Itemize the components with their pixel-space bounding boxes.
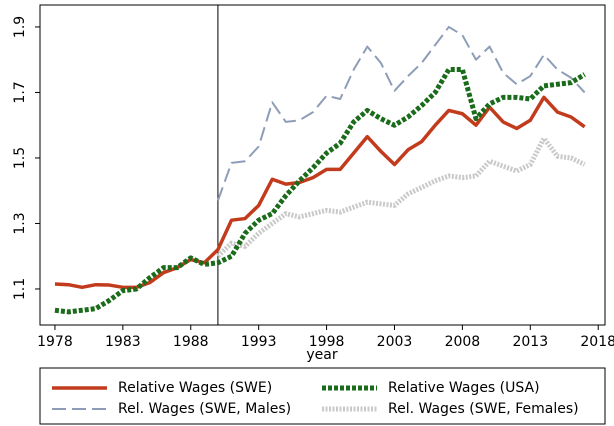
y-tick-label: 1.7 xyxy=(12,81,28,103)
x-axis-label: year xyxy=(306,347,337,363)
line-series xyxy=(54,67,586,315)
x-tick-label: 2018 xyxy=(580,334,614,350)
legend-label: Rel. Wages (SWE, Males) xyxy=(118,401,291,417)
line-series xyxy=(54,95,586,290)
y-tick-label: 1.3 xyxy=(12,212,28,234)
y-tick-label: 1.5 xyxy=(12,147,28,169)
x-tick-label: 1998 xyxy=(309,334,345,350)
x-tick-label: 2003 xyxy=(377,334,413,350)
line-series xyxy=(216,135,586,259)
x-tick-label: 1993 xyxy=(241,334,277,350)
plot-frame xyxy=(39,4,606,326)
x-tick-label: 2008 xyxy=(445,334,481,350)
legend-label: Relative Wages (USA) xyxy=(388,380,540,396)
line-series xyxy=(216,25,586,201)
legend-label: Rel. Wages (SWE, Females) xyxy=(388,401,579,417)
x-tick-label: 1978 xyxy=(37,334,73,350)
legend-frame xyxy=(39,367,606,425)
x-tick-label: 2013 xyxy=(512,334,548,350)
y-tick-label: 1.9 xyxy=(12,16,28,38)
x-tick-label: 1983 xyxy=(105,334,141,350)
legend-label: Relative Wages (SWE) xyxy=(118,380,272,396)
y-tick-label: 1.1 xyxy=(12,278,28,300)
x-tick-label: 1988 xyxy=(173,334,209,350)
